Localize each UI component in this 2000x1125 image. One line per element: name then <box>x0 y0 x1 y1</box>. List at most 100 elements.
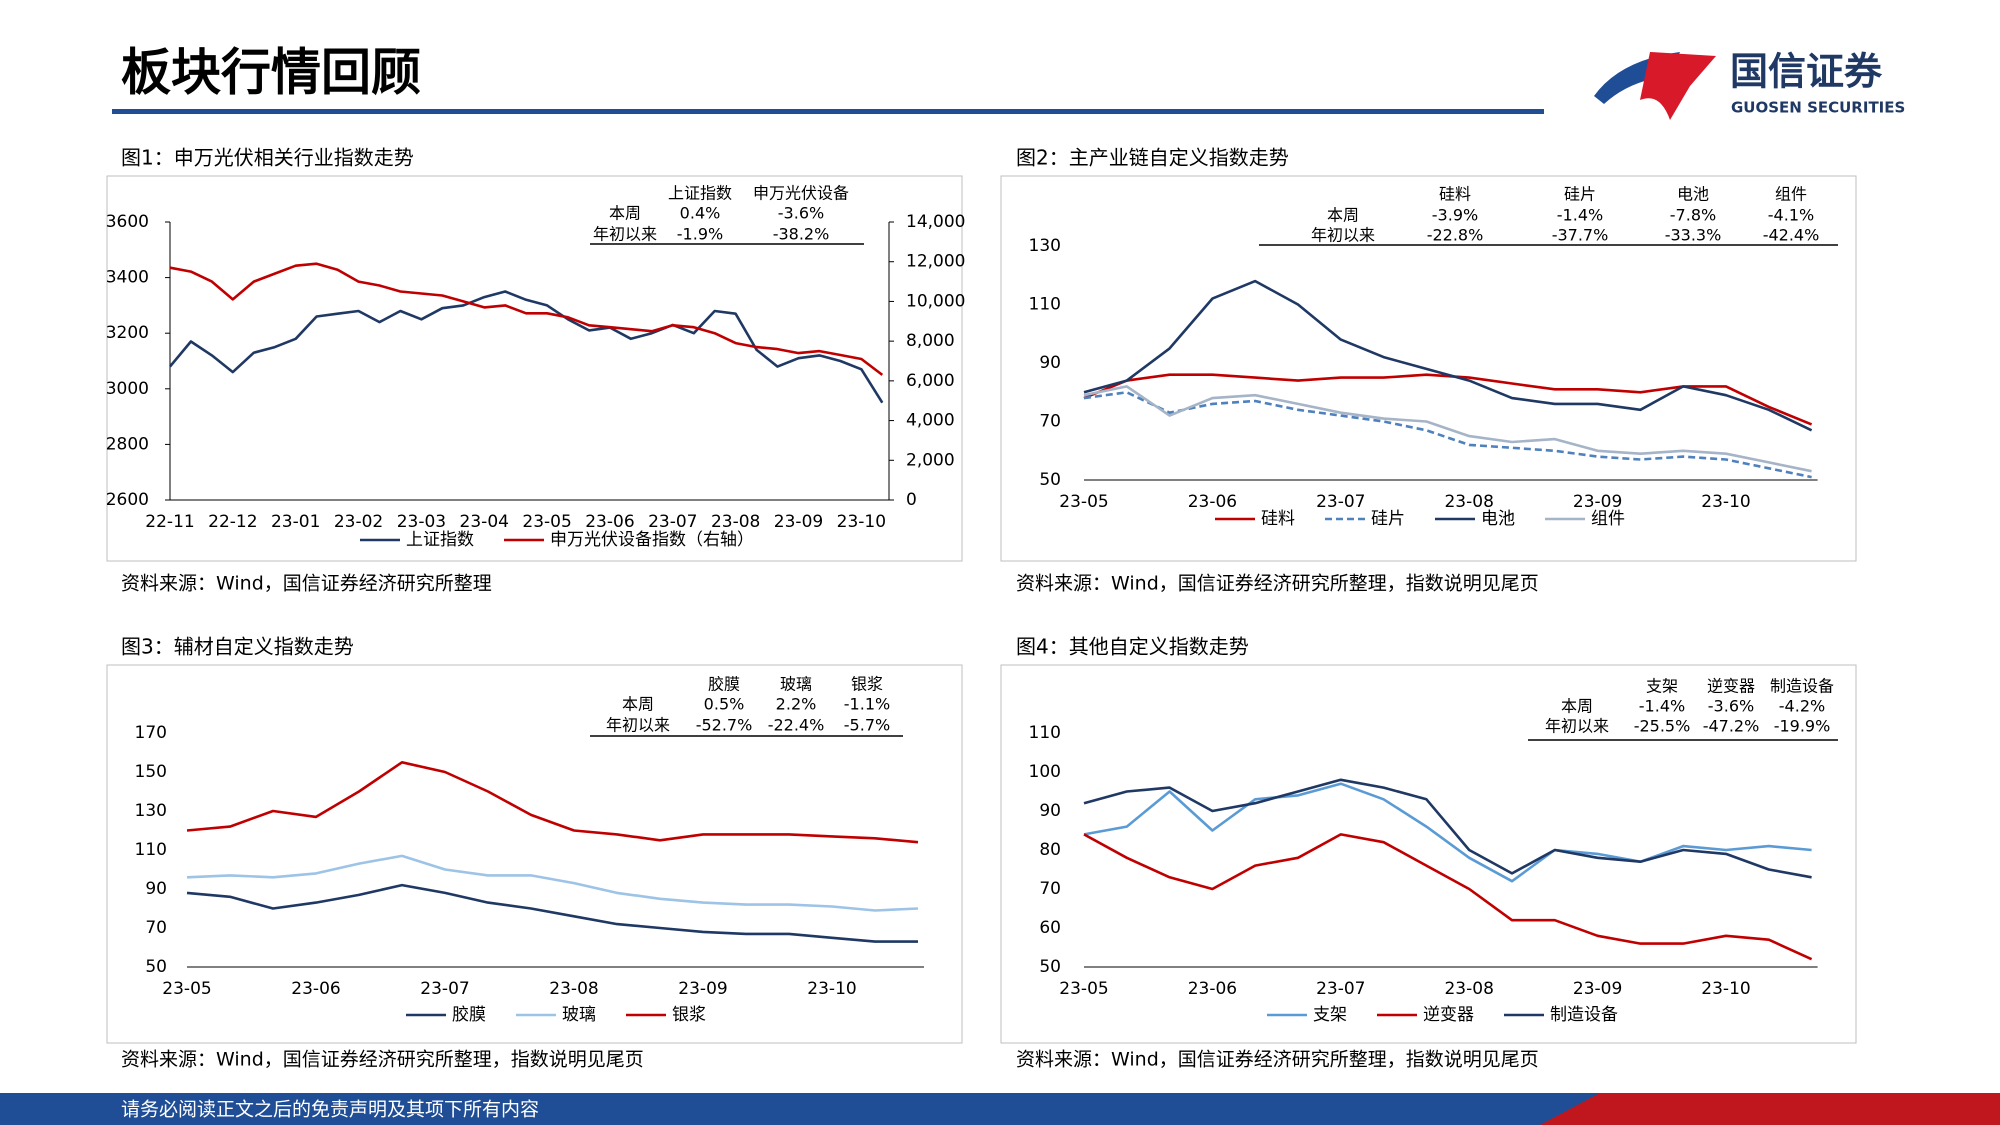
legend-label: 支架 <box>1313 1005 1347 1025</box>
table-header: 组件 <box>1775 185 1807 204</box>
x-tick-label: 23-02 <box>334 512 383 532</box>
series-line <box>169 290 884 404</box>
y-tick-label: 3600 <box>106 212 149 232</box>
x-tick-label: 23-05 <box>162 979 211 999</box>
y2-tick-label: 8,000 <box>906 331 955 351</box>
x-tick-label: 23-08 <box>1444 979 1493 999</box>
slide-title: 板块行情回顾 <box>121 44 421 102</box>
x-tick-label: 23-06 <box>1188 492 1237 512</box>
series-line <box>1083 279 1813 432</box>
table-row-label: 本周 <box>622 695 654 714</box>
x-tick-label: 23-07 <box>420 979 469 999</box>
y-tick-label: 2800 <box>106 434 149 454</box>
table-cell: 0.4% <box>680 204 721 223</box>
source-note: 资料来源：Wind，国信证券经济研究所整理，指数说明见尾页 <box>121 1049 644 1071</box>
table-cell: -1.4% <box>1639 697 1685 716</box>
y-tick-label: 150 <box>135 762 167 782</box>
logo-cn: 国信证券 <box>1730 50 1883 94</box>
source-note: 资料来源：Wind，国信证券经济研究所整理 <box>121 573 492 595</box>
table-cell: -22.8% <box>1427 226 1484 245</box>
source-note: 资料来源：Wind，国信证券经济研究所整理，指数说明见尾页 <box>1016 573 1539 595</box>
legend-label: 胶膜 <box>452 1005 486 1025</box>
table-row-label: 本周 <box>1327 206 1359 225</box>
x-tick-label: 23-05 <box>522 512 571 532</box>
x-tick-label: 23-01 <box>271 512 320 532</box>
chart-title: 图2：主产业链自定义指数走势 <box>1016 146 1289 170</box>
y-tick-label: 90 <box>145 879 167 899</box>
x-tick-label: 23-07 <box>648 512 697 532</box>
x-tick-label: 23-03 <box>397 512 446 532</box>
x-tick-label: 23-10 <box>1701 492 1750 512</box>
table-cell: -47.2% <box>1703 717 1760 736</box>
series-line <box>186 854 919 912</box>
chart-title: 图4：其他自定义指数走势 <box>1016 635 1249 659</box>
series-line <box>1083 385 1812 473</box>
y-tick-label: 70 <box>1039 879 1061 899</box>
series-line <box>1083 782 1812 883</box>
y-tick-label: 3200 <box>106 323 149 343</box>
series-line <box>1083 778 1812 879</box>
y-tick-label: 50 <box>1039 470 1061 490</box>
legend-label: 硅片 <box>1371 509 1405 529</box>
table-header: 上证指数 <box>668 184 732 203</box>
y2-tick-label: 0 <box>906 490 917 510</box>
legend-label: 玻璃 <box>562 1005 596 1025</box>
series-line <box>1083 373 1813 426</box>
y2-tick-label: 12,000 <box>906 252 965 272</box>
table-cell: -4.2% <box>1779 697 1825 716</box>
table-header: 玻璃 <box>780 675 812 694</box>
source-note: 资料来源：Wind，国信证券经济研究所整理，指数说明见尾页 <box>1016 1049 1539 1071</box>
chart-title: 图3：辅材自定义指数走势 <box>121 635 354 659</box>
y-tick-label: 90 <box>1039 801 1061 821</box>
series-line <box>186 883 918 943</box>
table-cell: 2.2% <box>776 695 817 714</box>
table-cell: -3.6% <box>778 204 824 223</box>
table-header: 支架 <box>1646 677 1678 696</box>
x-tick-label: 23-05 <box>1059 492 1108 512</box>
table-cell: -7.8% <box>1670 206 1716 225</box>
x-tick-label: 23-07 <box>1316 492 1365 512</box>
table-row-label: 本周 <box>609 204 641 223</box>
footer-accent <box>1540 1093 2000 1125</box>
x-tick-label: 23-07 <box>1316 979 1365 999</box>
table-cell: -52.7% <box>696 716 753 735</box>
chart-title: 图1：申万光伏相关行业指数走势 <box>121 146 414 170</box>
y-tick-label: 50 <box>145 957 167 977</box>
table-header: 银浆 <box>851 675 883 694</box>
y-tick-label: 70 <box>145 918 167 938</box>
table-row-label: 本周 <box>1561 697 1593 716</box>
table-row-label: 年初以来 <box>1545 717 1609 736</box>
title-rule <box>112 109 1544 114</box>
logo-red <box>1640 52 1716 120</box>
y-tick-label: 100 <box>1029 762 1061 782</box>
logo: 国信证券 GUOSEN SECURITIES <box>1594 50 1905 120</box>
x-tick-label: 23-09 <box>678 979 727 999</box>
table-cell: -37.7% <box>1552 226 1609 245</box>
x-tick-label: 23-06 <box>1188 979 1237 999</box>
panel-frame <box>106 664 963 1044</box>
y-tick-label: 110 <box>1029 295 1061 315</box>
table-header: 胶膜 <box>708 675 740 694</box>
legend-label: 电池 <box>1481 509 1515 529</box>
x-tick-label: 22-11 <box>145 512 194 532</box>
x-tick-label: 23-04 <box>460 512 509 532</box>
table-header: 电池 <box>1677 185 1709 204</box>
series-line <box>1083 391 1812 479</box>
x-tick-label: 23-08 <box>549 979 598 999</box>
y-tick-label: 90 <box>1039 353 1061 373</box>
table-cell: -1.9% <box>677 225 723 244</box>
y-tick-label: 3400 <box>106 268 149 288</box>
y-tick-label: 60 <box>1039 918 1061 938</box>
legend-label: 组件 <box>1591 509 1625 529</box>
table-cell: 0.5% <box>704 695 745 714</box>
x-tick-label: 23-10 <box>1701 979 1750 999</box>
table-cell: -4.1% <box>1768 206 1814 225</box>
logo-en: GUOSEN SECURITIES <box>1731 99 1905 117</box>
series-line <box>1083 833 1813 961</box>
y-tick-label: 130 <box>135 801 167 821</box>
table-cell: -3.9% <box>1432 206 1478 225</box>
legend-label: 逆变器 <box>1423 1005 1474 1025</box>
x-tick-label: 23-06 <box>291 979 340 999</box>
y-tick-label: 3000 <box>106 379 149 399</box>
y-tick-label: 130 <box>1029 236 1061 256</box>
